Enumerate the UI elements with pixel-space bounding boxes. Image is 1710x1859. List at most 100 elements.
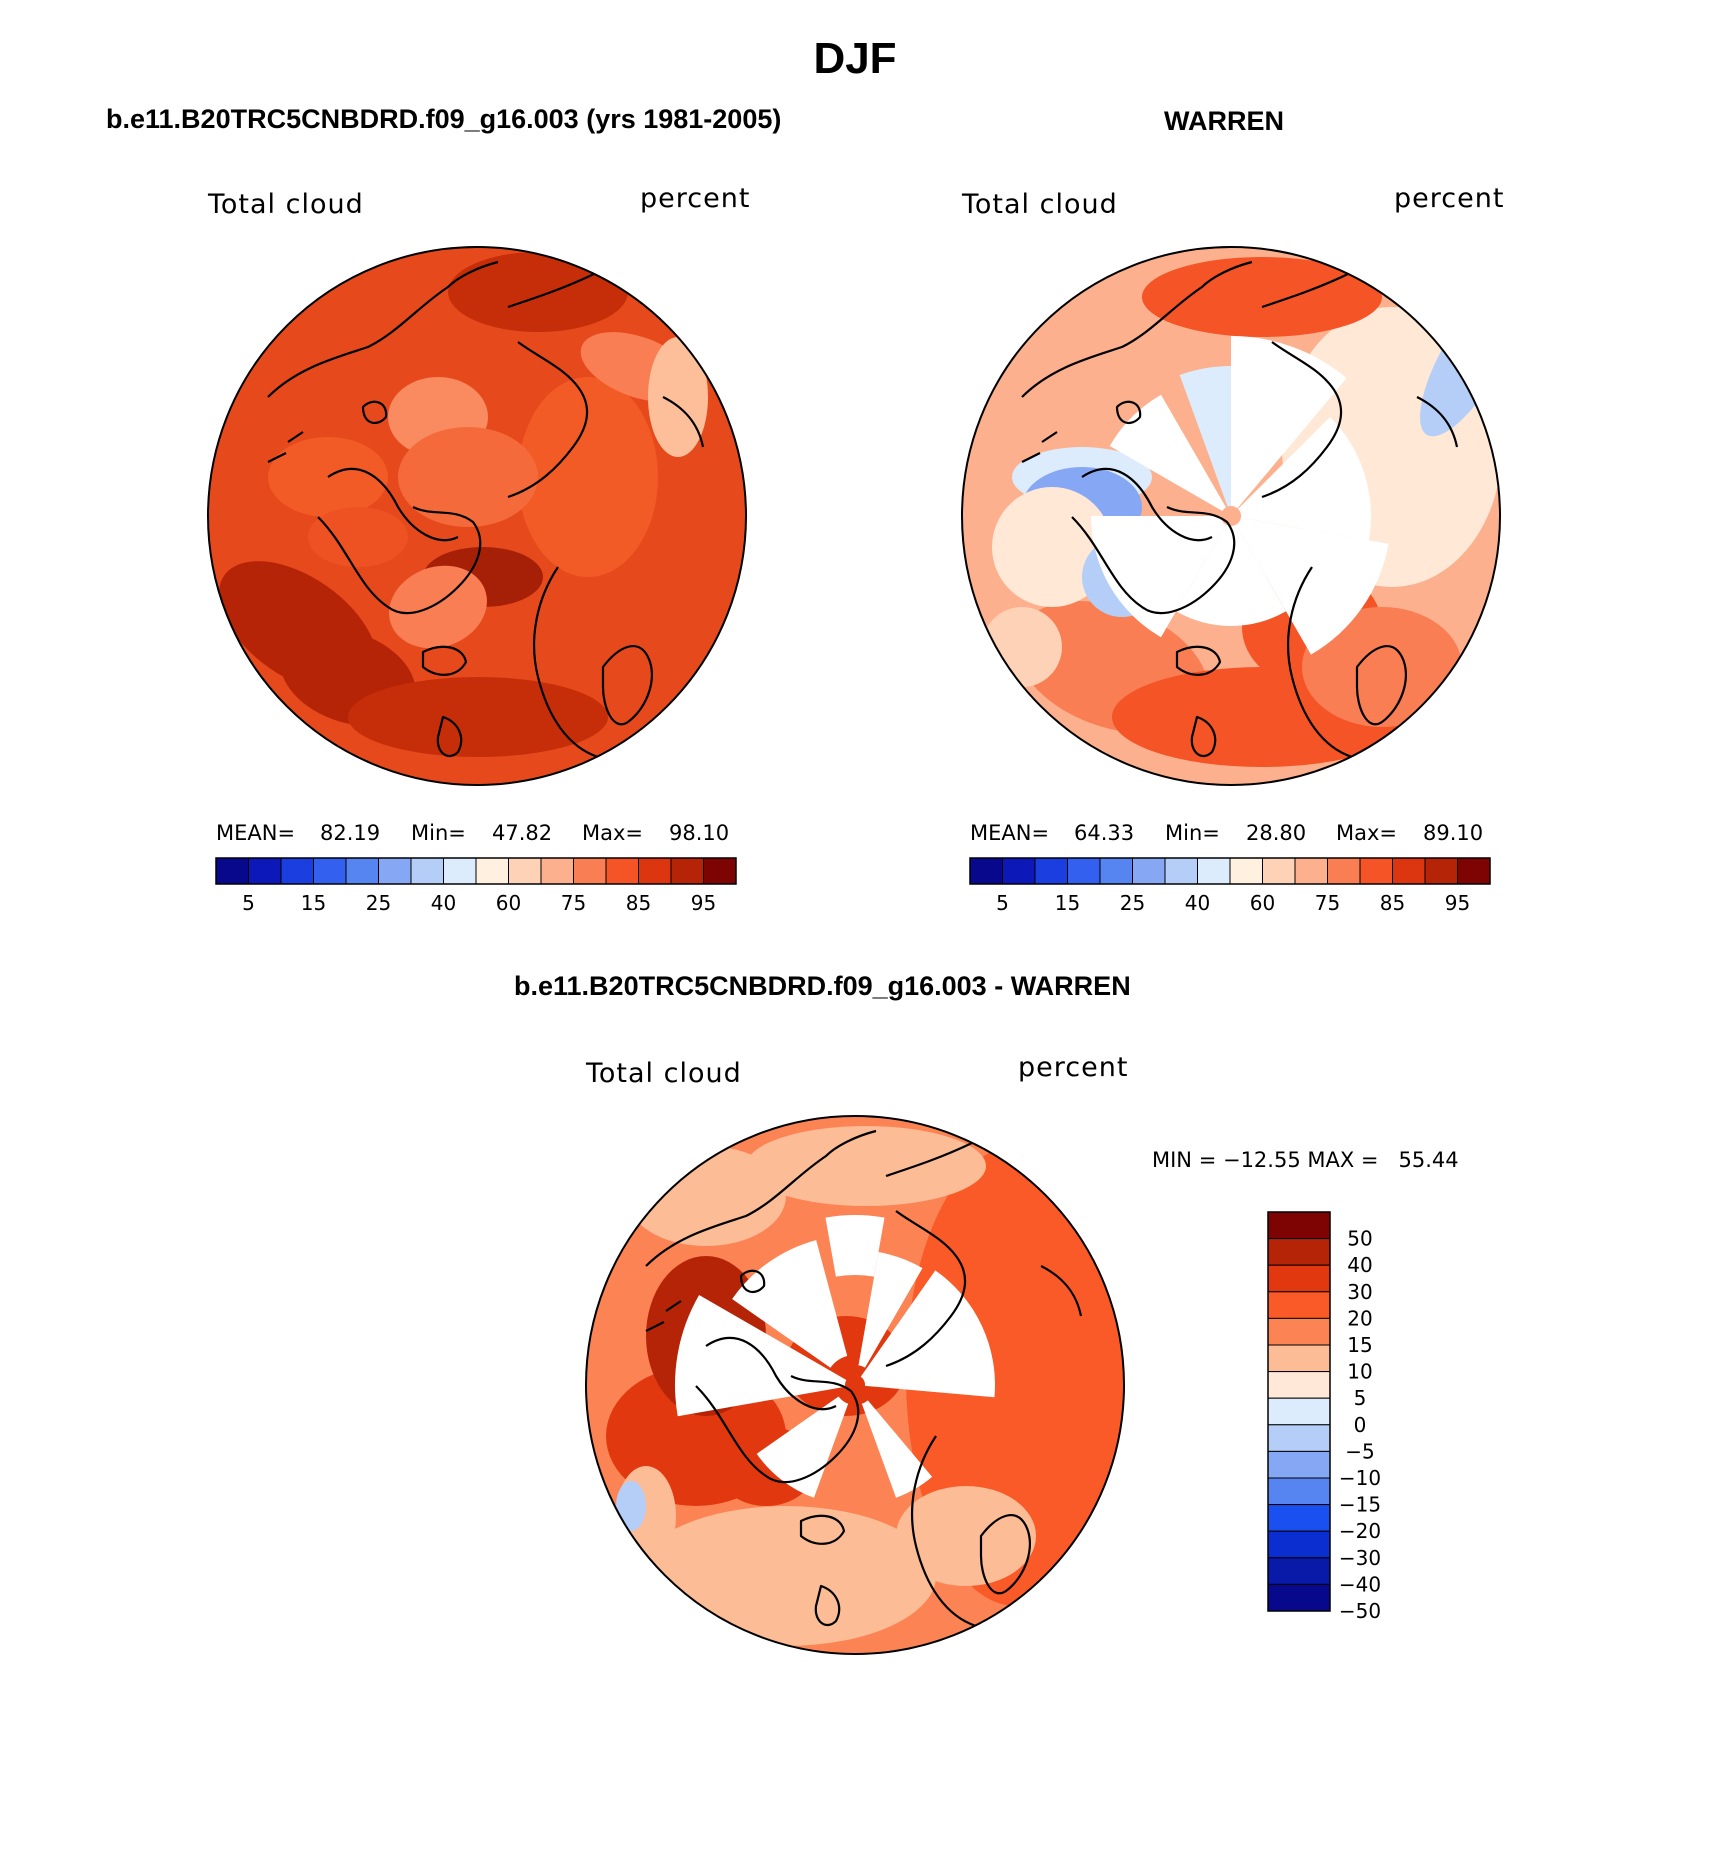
panel1-colorbar-box: [280, 857, 314, 885]
panel3-colorbar-tick-label: −50: [1339, 1599, 1381, 1623]
panel1-mean-label: MEAN=: [216, 821, 296, 845]
panel3-colorbar-box: [1267, 1291, 1331, 1319]
panel3-colorbar-box: [1267, 1344, 1331, 1373]
panel2-coastline: [1115, 400, 1142, 425]
panel1-colorbar-box: [540, 857, 574, 885]
panel2-colorbar-box: [1457, 857, 1491, 885]
panel1-colorbar-box: [508, 857, 542, 885]
panel2-colorbar-frame: [969, 857, 1491, 885]
panel2-max-label: Max=: [1336, 821, 1398, 845]
panel1-polar-map: [207, 246, 747, 786]
panel3-field-region: [616, 1481, 646, 1531]
panel2-field-region: [1302, 607, 1462, 727]
panel3-field-wedge: [860, 1270, 995, 1398]
panel1-colorbar: 5 15 25 40 60 75 85 95: [215, 857, 737, 915]
panel3-field-wedge: [858, 1252, 923, 1368]
panel1-right-label: percent: [640, 183, 751, 214]
panel3-field: [586, 1116, 1124, 1654]
panel2-colorbar-tick-label: 95: [1445, 891, 1470, 915]
panel1-left-label: Total cloud: [208, 189, 364, 220]
panel3-field-wedge: [861, 1400, 933, 1498]
panel2-colorbar-box: [1229, 857, 1263, 885]
panel2-field: [962, 247, 1500, 785]
panel3-coastline: [739, 1269, 766, 1294]
panel1-colorbar-tick-label: 15: [301, 891, 326, 915]
panel2-colorbar-box: [1099, 857, 1133, 885]
panel3-right-label: percent: [1018, 1052, 1129, 1083]
panel1-colorbar-tick-label: 95: [691, 891, 716, 915]
panel3-colorbar-box: [1267, 1583, 1331, 1612]
panel1-colorbar-box: [378, 857, 412, 885]
panel2-colorbar-tick-label: 5: [996, 891, 1009, 915]
panel1-colorbar-box: [313, 857, 347, 885]
panel2-coastline: [1021, 431, 1058, 463]
panel2-title: WARREN: [1164, 106, 1284, 136]
panel2-field-wedge: [1109, 394, 1226, 511]
panel2-colorbar-box: [1034, 857, 1068, 885]
panel3-colorbar-tick-label: 15: [1347, 1333, 1372, 1357]
panel2-colorbar-box: [1294, 857, 1328, 885]
panel1-colorbar-box: [410, 857, 444, 885]
panel1-mean-value: 82.19: [320, 821, 381, 845]
panel3-coastline: [1040, 1265, 1083, 1317]
panel2-field-region: [1142, 257, 1382, 337]
panel1-coastline: [662, 396, 705, 448]
panel1-coastline: [601, 645, 653, 726]
panel2-coastline: [1175, 645, 1222, 676]
panel3-coastline: [910, 1435, 977, 1628]
panel1-field-region: [389, 565, 487, 649]
panel1-field: [208, 247, 746, 785]
panel2-map-border: [961, 246, 1501, 786]
panel2-colorbar-tick-label: 25: [1120, 891, 1145, 915]
panel3-colorbar-box: [1267, 1317, 1331, 1346]
panel3-field-region: [636, 1506, 936, 1646]
panel2-mean-value: 64.33: [1074, 821, 1135, 845]
panel3-coastline: [645, 1129, 877, 1267]
panel3-colorbar-tick-label: 30: [1347, 1280, 1372, 1304]
panel2-colorbar-box: [1424, 857, 1458, 885]
panel3-coastline: [799, 1514, 846, 1545]
panel3-field-wedge: [675, 1295, 847, 1417]
panel2-colorbar-box: [969, 857, 1003, 885]
panel2-colorbar: 5 15 25 40 60 75 85 95: [969, 857, 1491, 915]
panel3-polar-map: [585, 1115, 1125, 1655]
panel3-colorbar-box: [1267, 1238, 1331, 1266]
panel3-colorbar-tick-label: 50: [1347, 1227, 1372, 1251]
panel1-colorbar-tick-label: 40: [431, 891, 456, 915]
panel2-left-label: Total cloud: [962, 189, 1118, 220]
panel3-field-region: [746, 1126, 986, 1206]
panel2-coastline: [1081, 467, 1213, 542]
panel2-colorbar-box: [1132, 857, 1166, 885]
panel1-coastline: [327, 467, 459, 542]
panel2-coastline: [1416, 396, 1459, 448]
panel2-field-region: [982, 607, 1062, 687]
panel2-coastline: [1286, 566, 1353, 759]
panel1-colorbar-box: [573, 857, 607, 885]
panel3-colorbar-box: [1267, 1504, 1331, 1532]
panel3-colorbar-tick-label: 5: [1354, 1386, 1367, 1410]
panel3-coastline: [645, 1300, 682, 1332]
panel2-colorbar-box: [1164, 857, 1198, 885]
panel2-colorbar-box: [1002, 857, 1036, 885]
panel3-coastline: [814, 1584, 841, 1627]
panel2-colorbar-tick-label: 40: [1185, 891, 1210, 915]
panel3-field-wedge: [825, 1215, 885, 1277]
panel1-colorbar-tick-label: 60: [496, 891, 521, 915]
panel3-title: b.e11.B20TRC5CNBDRD.f09_g16.003 - WARREN: [514, 971, 1131, 1001]
panel3-colorbar-box: [1267, 1397, 1331, 1426]
panel3-field-wedge: [756, 1396, 849, 1498]
panel1-field-region: [648, 337, 708, 457]
panel3-colorbar-tick-label: 40: [1347, 1253, 1372, 1277]
panel2-colorbar-box: [1327, 857, 1361, 885]
panel2-field-wedge: [1179, 366, 1231, 507]
panel3-field-region: [896, 1486, 1036, 1586]
panel2-max-value: 89.10: [1423, 821, 1484, 845]
panel1-field-region: [518, 377, 658, 577]
panel1-coastline: [267, 431, 304, 463]
panel1-min-value: 47.82: [492, 821, 553, 845]
panel1-coastline: [532, 566, 599, 759]
panel2-min-label: Min=: [1165, 821, 1220, 845]
panel2-field-wedge: [1238, 417, 1371, 541]
panel1-coastline: [421, 645, 468, 676]
